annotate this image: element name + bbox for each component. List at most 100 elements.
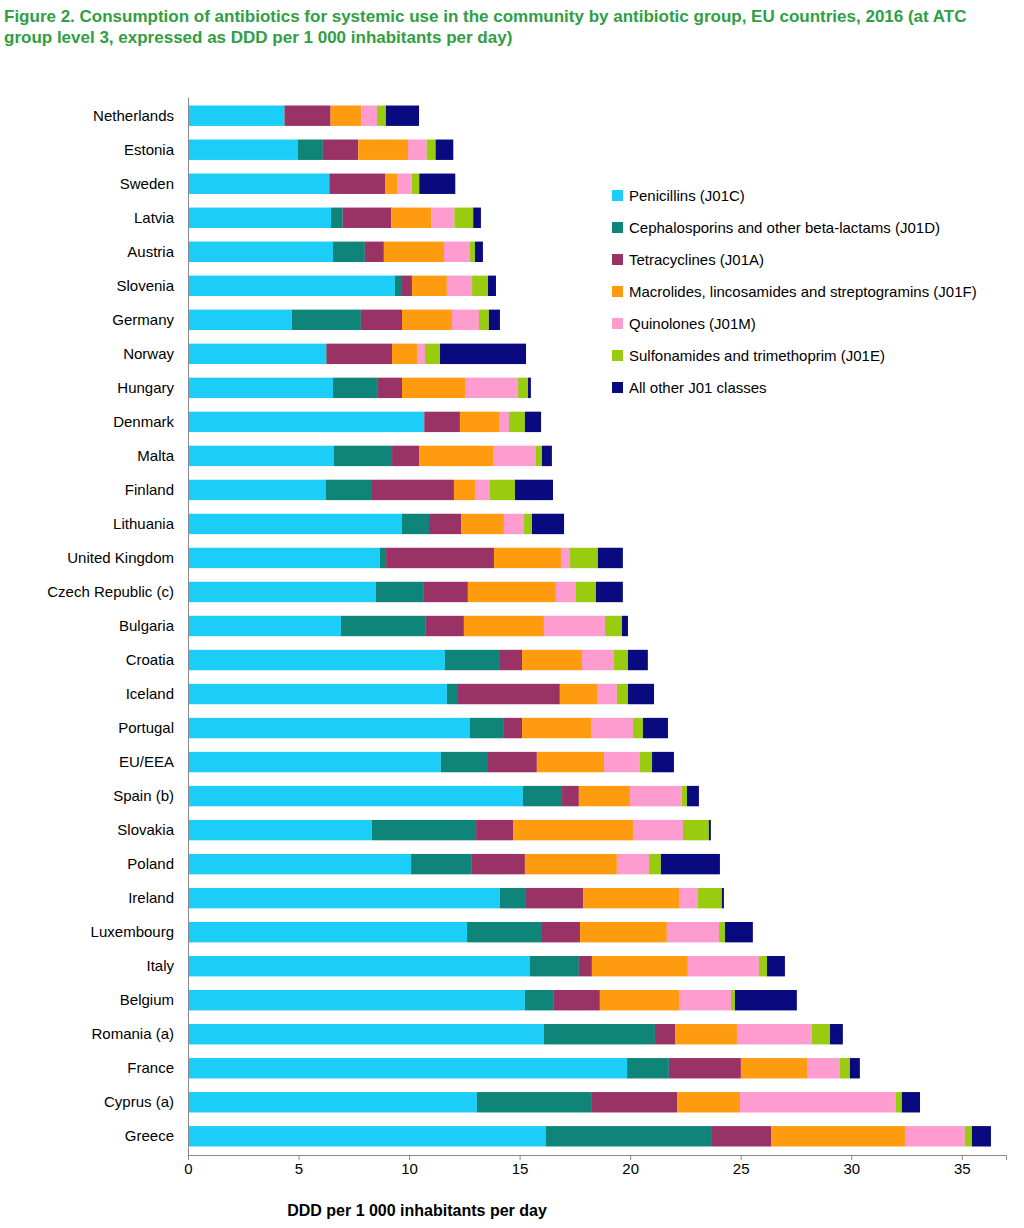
bar-segment <box>417 344 425 364</box>
tick: Finland <box>125 481 188 498</box>
title-line: group level 3, expressed as DDD per 1 00… <box>4 28 512 47</box>
bar-segment <box>735 990 797 1010</box>
bar-segment <box>447 276 472 296</box>
bar-segment <box>767 956 785 976</box>
bar-segment <box>493 446 536 466</box>
tick-label: 25 <box>733 1160 750 1177</box>
bar-segment <box>605 616 622 636</box>
bar-segment <box>452 310 479 330</box>
bar-segment <box>470 242 475 262</box>
bar-segment <box>475 242 483 262</box>
bar-segment <box>188 548 380 568</box>
bar-segment <box>411 854 472 874</box>
bar-segment <box>408 140 427 160</box>
bar-segment <box>188 412 424 432</box>
bar-segment <box>376 582 424 602</box>
bar-segment <box>649 854 661 874</box>
bar-segment <box>445 650 499 670</box>
bar-segment <box>470 718 504 738</box>
tick: Ireland <box>128 889 188 906</box>
bar-segment <box>556 582 576 602</box>
axis-line <box>188 98 189 1156</box>
bar-segment <box>188 888 500 908</box>
bar-segment <box>830 1024 843 1044</box>
bar-segment <box>188 854 411 874</box>
bar-segment <box>850 1058 860 1078</box>
legend-swatch <box>612 222 623 233</box>
bar-segment <box>741 1058 807 1078</box>
bar-segment <box>965 1126 972 1146</box>
bar-segment <box>972 1126 991 1146</box>
bar-segment <box>719 922 725 942</box>
legend-swatch <box>612 254 623 265</box>
bar-segment <box>391 208 431 228</box>
bar-segment <box>472 276 488 296</box>
category-label: Germany <box>112 311 174 328</box>
bar-segment <box>580 922 667 942</box>
bar-segment <box>525 990 554 1010</box>
bar-segment <box>630 786 682 806</box>
bar-segment <box>643 718 668 738</box>
bar-segment <box>188 310 292 330</box>
bar-segment <box>188 820 372 840</box>
tick: 5 <box>295 1155 303 1177</box>
tick: Slovakia <box>117 821 188 838</box>
bar-segment <box>188 378 333 398</box>
bar-segment <box>725 922 753 942</box>
category-label: Croatia <box>126 651 175 668</box>
bar-segment <box>447 684 457 704</box>
tick: Greece <box>125 1127 188 1144</box>
bar-segment <box>627 1058 669 1078</box>
bar-segment <box>771 1126 905 1146</box>
bar-segment <box>444 242 470 262</box>
series <box>285 106 771 1147</box>
tick: France <box>127 1059 188 1076</box>
tick: Bulgaria <box>119 617 188 634</box>
bar-segment <box>298 140 323 160</box>
bar-segment <box>628 684 654 704</box>
bar-segment <box>330 174 385 194</box>
tick-label: 15 <box>512 1160 529 1177</box>
bar-segment <box>596 582 623 602</box>
bar-segment <box>687 786 699 806</box>
bar-segment <box>386 548 494 568</box>
bar-segment <box>597 684 617 704</box>
bar-segment <box>812 1024 830 1044</box>
bar-segment <box>536 446 542 466</box>
bar-segment <box>467 922 541 942</box>
bar-segment <box>759 956 767 976</box>
bar-segment <box>333 378 378 398</box>
bar-segment <box>542 446 552 466</box>
bar-segment <box>425 344 440 364</box>
bar-segment <box>473 208 481 228</box>
bar-segment <box>518 378 528 398</box>
tick: Belgium <box>120 991 188 1008</box>
bar-segment <box>614 650 628 670</box>
bar-segment <box>441 752 488 772</box>
tick: 35 <box>954 1155 971 1177</box>
x-axis: 05101520253035 <box>184 1155 1006 1177</box>
bar-segment <box>361 310 402 330</box>
tick: Estonia <box>124 141 188 158</box>
tick: Austria <box>127 243 188 260</box>
bar-segment <box>188 922 467 942</box>
legend-label: Penicillins (J01C) <box>629 187 745 204</box>
bar-segment <box>525 412 541 432</box>
bar-segment <box>499 412 509 432</box>
tick: Malta <box>137 447 188 464</box>
tick: Iceland <box>126 685 188 702</box>
bar-segment <box>682 786 687 806</box>
bars <box>188 106 991 1147</box>
bar-segment <box>544 616 605 636</box>
bar-segment <box>384 242 444 262</box>
category-label: Slovenia <box>116 277 174 294</box>
category-label: Sweden <box>120 175 174 192</box>
bar-segment <box>591 718 633 738</box>
bar-segment <box>454 208 473 228</box>
series <box>331 106 905 1147</box>
bar-segment <box>509 412 525 432</box>
legend: Penicillins (J01C)Cephalosporins and oth… <box>612 187 977 396</box>
bar-segment <box>429 514 461 534</box>
bar-segment <box>582 650 614 670</box>
bar-segment <box>188 1092 477 1112</box>
